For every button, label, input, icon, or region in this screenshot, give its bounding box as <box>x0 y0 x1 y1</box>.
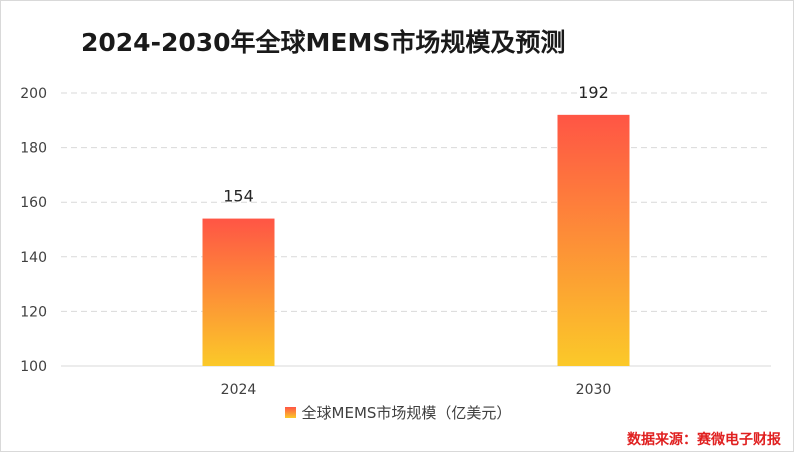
legend: 全球MEMS市场规模（亿美元） <box>1 402 794 423</box>
y-tick-label: 100 <box>20 359 47 375</box>
data-label-2024: 154 <box>223 187 254 206</box>
x-tick-label-2024: 2024 <box>221 382 257 398</box>
x-tick-label-2030: 2030 <box>576 382 612 398</box>
y-tick-label: 180 <box>20 141 47 157</box>
y-tick-label: 160 <box>20 195 47 211</box>
y-tick-label: 200 <box>20 86 47 102</box>
y-tick-label: 120 <box>20 304 47 320</box>
bar-2030 <box>557 114 630 366</box>
legend-label: 全球MEMS市场规模（亿美元） <box>301 404 512 422</box>
legend-swatch <box>284 407 296 418</box>
y-tick-label: 140 <box>20 250 47 266</box>
bar-2024 <box>202 218 275 366</box>
chart-title: 2024-2030年全球MEMS市场规模及预测 <box>81 28 566 57</box>
data-label-2030: 192 <box>578 83 609 102</box>
source-note: 数据来源：赛微电子财报 <box>627 432 781 448</box>
